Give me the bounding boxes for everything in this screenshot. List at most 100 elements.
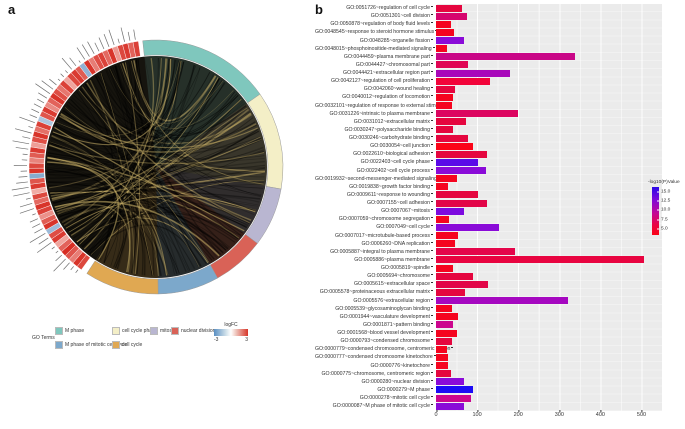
bar: [436, 207, 464, 215]
pvalue-tick-mark: [657, 191, 659, 193]
bar-track: [436, 313, 662, 321]
bar-label: GO:0000776~kinetochore: [315, 363, 433, 369]
gene-label-mark: [19, 208, 34, 214]
gene-label-mark: [33, 103, 42, 109]
bar-row: GO:0005578~proteinaceous extracellular m…: [315, 288, 662, 296]
legend-item-label: cell cycle: [122, 342, 143, 348]
bar-row: GO:0000278~mitotic cell cycle: [315, 394, 662, 402]
bar: [436, 305, 453, 313]
bar: [436, 61, 469, 69]
bar-row: GO:0005819~spindle: [315, 264, 662, 272]
gene-label-mark: [34, 228, 43, 234]
bar-row: GO:0042127~regulation of cell proliferat…: [315, 77, 662, 85]
bar-label: GO:0000779~condensed chromosome, centrom…: [315, 346, 451, 353]
bar-row: GO:0044459~plasma membrane part: [315, 53, 662, 61]
gene-label-mark: [78, 60, 81, 63]
legend-item-label: nuclear division: [181, 328, 216, 334]
bar-label: GO:0044427~chromosomal part: [315, 62, 433, 68]
gene-label-mark: [87, 41, 95, 54]
bar: [436, 183, 449, 191]
cell-cycle-phase-swatch: [112, 327, 120, 335]
bar-label: GO:0000279~M phase: [315, 387, 433, 393]
gene-label-mark: [36, 242, 52, 253]
gene-label-mark: [81, 44, 90, 57]
bar-label: GO:0044421~extracellular region part: [315, 70, 433, 76]
bar-track: [436, 158, 662, 166]
bar-track: [436, 183, 662, 191]
bar-label: GO:0019932~second-messenger-mediated sig…: [315, 175, 437, 182]
bar-row: GO:0000087~M phase of mitotic cell cycle: [315, 402, 662, 410]
bar-track: [436, 61, 662, 69]
x-tick-label: 100: [472, 410, 482, 418]
bar-label: GO:0009611~response to wounding: [315, 192, 433, 198]
bar: [436, 126, 454, 134]
bar-row: GO:0005694~chromosome: [315, 272, 662, 280]
m-phase-mitotic-swatch: [55, 341, 63, 349]
bar-row: GO:0000793~condensed chromosome: [315, 337, 662, 345]
bar: [436, 362, 448, 369]
bar-row: GO:0030247~polysaccharide binding: [315, 126, 662, 134]
gene-label-mark: [29, 218, 38, 223]
bar-row: GO:0001871~pattern binding: [315, 321, 662, 329]
go-terms-legend-title: GO Terms: [32, 335, 55, 341]
gene-label-mark: [29, 114, 37, 118]
bar: [436, 329, 458, 337]
bar-label: GO:0000278~mitotic cell cycle: [315, 395, 433, 401]
bar-track: [436, 167, 662, 175]
gene-label-mark: [120, 27, 125, 42]
bar: [436, 4, 462, 12]
gene-label-mark: [38, 92, 48, 99]
bar: [436, 232, 459, 239]
bar-label: GO:0031012~extracellular matrix: [315, 119, 433, 125]
x-axis: 0 100 200 300 400 500: [315, 410, 675, 422]
bar-row: GO:0031012~extracellular matrix: [315, 118, 662, 126]
gene-label-mark: [51, 246, 55, 250]
bar: [436, 272, 473, 280]
bar-label: GO:0007155~cell adhesion: [315, 200, 433, 206]
logfc-gradient-bar: [214, 329, 248, 336]
bar: [436, 264, 453, 272]
bar-row: GO:0005887~integral to plasma membrane: [315, 248, 662, 256]
bar-track: [436, 280, 662, 288]
bar-label: GO:0005578~proteinaceous extracellular m…: [315, 289, 433, 295]
bar: [436, 337, 453, 345]
bar: [436, 167, 486, 174]
pvalue-gradient-wrap: 15.0 12.5 10.0 7.5 5.0: [648, 187, 685, 235]
bar-track: [436, 45, 662, 53]
bar-row: GO:0030054~cell junction: [315, 142, 662, 150]
bar-label: GO:0030246~carbohydrate binding: [315, 135, 433, 141]
m-phase-swatch: [55, 327, 63, 335]
bar: [436, 53, 575, 61]
bar: [436, 85, 455, 93]
bar-label: GO:0051301~cell division: [315, 13, 433, 19]
bar-row: GO:0007059~chromosome segregation: [315, 215, 662, 223]
bar-row: GO:0005886~plasma membrane: [315, 256, 662, 264]
x-tick-label: 0: [434, 410, 438, 418]
bar-row: GO:0044421~extracellular region part: [315, 69, 662, 77]
gene-label-mark: [22, 136, 31, 139]
bar-track: [436, 240, 662, 248]
logfc-legend-title: logFC: [224, 322, 238, 328]
legend-item-nuclear-division: nuclear division: [171, 327, 215, 335]
bar-label: GO:0042060~wound healing: [315, 86, 433, 92]
bar-row: GO:0040012~regulation of locomotion: [315, 93, 662, 101]
gene-label-mark: [55, 254, 63, 262]
bar-row: GO:0007049~cell cycle: [315, 223, 662, 231]
pvalue-tick-mark: [657, 228, 659, 230]
bar-row: GO:0006260~DNA replication: [315, 240, 662, 248]
gene-label-mark: [19, 202, 33, 208]
gene-label-mark: [127, 31, 131, 41]
bar-row: GO:0031226~intrinsic to plasma membrane: [315, 110, 662, 118]
bar-track: [436, 337, 662, 345]
gene-label-mark: [19, 116, 35, 124]
circos-svg: [11, 27, 284, 295]
gene-label-mark: [94, 42, 100, 52]
bar-row: GO:0007067~mitosis: [315, 207, 662, 215]
legend-item-label: M phase: [65, 328, 85, 334]
bar-track: [436, 28, 662, 36]
gene-label-mark: [37, 98, 45, 104]
bar-row: GO:0000279~M phase: [315, 386, 662, 394]
bar: [436, 353, 448, 361]
bar-label: GO:0005887~integral to plasma membrane: [315, 249, 433, 255]
bar-track: [436, 150, 662, 158]
